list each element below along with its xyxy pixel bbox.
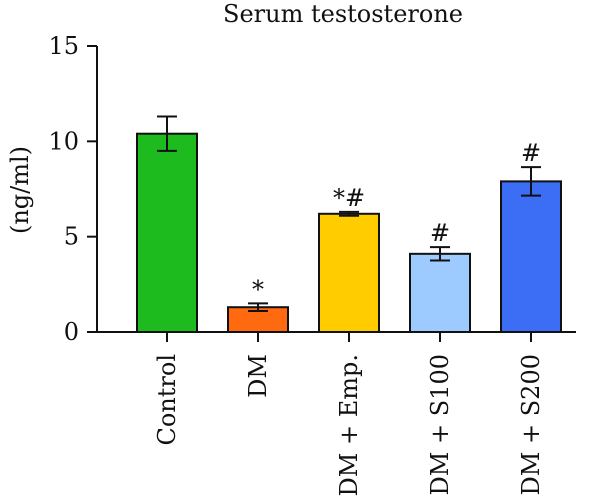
significance-label: #	[521, 139, 541, 167]
significance-label: #	[430, 219, 450, 247]
chart-title: Serum testosterone	[223, 0, 463, 28]
category-label: DM + S100	[426, 354, 454, 495]
category-label: DM + Emp.	[335, 354, 363, 496]
category-label: DM + S200	[517, 354, 545, 495]
bar	[318, 212, 380, 333]
y-axis-label: (ng/ml)	[6, 146, 34, 234]
bar	[500, 180, 562, 333]
y-tick-label: 5	[64, 223, 79, 251]
bar	[409, 252, 471, 333]
y-tick-label: 10	[48, 127, 79, 155]
bar	[136, 132, 198, 333]
y-ticks: 0 5 10 15	[48, 32, 97, 346]
x-tick-labels: Control DM DM + Emp. DM + S100 DM + S200	[153, 354, 545, 496]
significance-label: *	[252, 275, 264, 303]
significance-label: *#	[333, 184, 365, 212]
y-tick-label: 15	[48, 32, 79, 60]
bars: * *# # #	[136, 115, 562, 334]
y-tick-label: 0	[64, 318, 79, 346]
category-label: DM	[244, 354, 272, 398]
category-label: Control	[153, 354, 181, 446]
